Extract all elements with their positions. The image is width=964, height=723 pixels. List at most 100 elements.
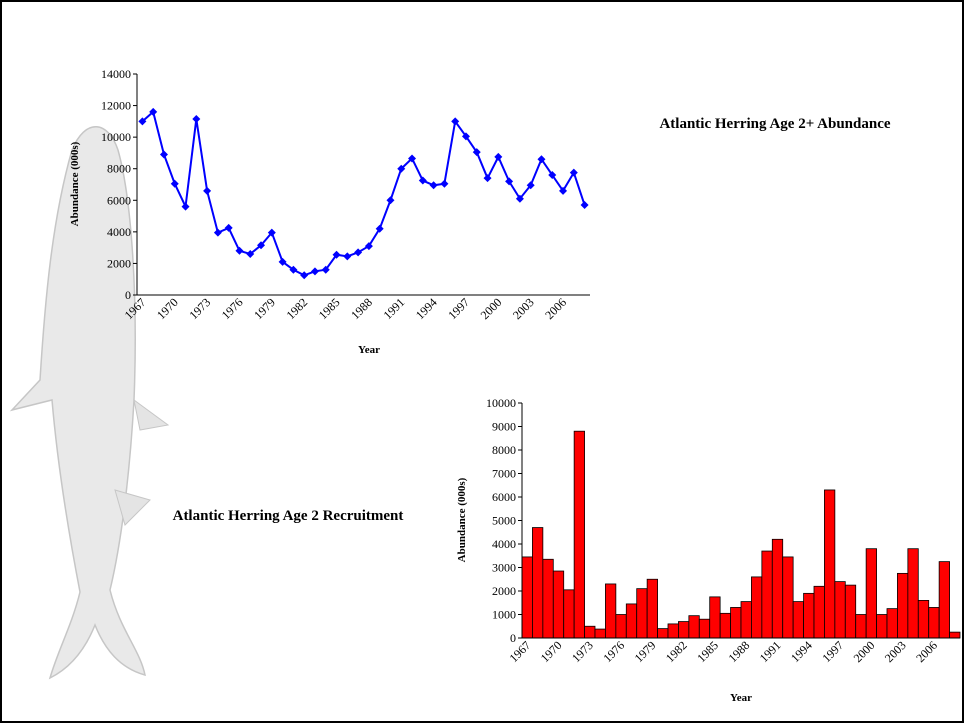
bar	[907, 548, 919, 639]
marker	[267, 228, 276, 237]
bar	[834, 581, 846, 639]
bar	[751, 576, 763, 639]
y-tick-label: 6000	[107, 193, 131, 207]
bar	[573, 430, 585, 639]
y-tick-label: 4000	[107, 225, 131, 239]
y-tick-label: 4000	[492, 537, 516, 551]
marker	[580, 201, 589, 210]
bar	[865, 548, 877, 639]
y-tick-label: 14000	[101, 67, 131, 81]
bar	[709, 596, 721, 639]
bar	[678, 621, 690, 639]
bar	[917, 600, 930, 639]
bar	[771, 538, 784, 639]
bar	[584, 625, 596, 639]
marker	[429, 181, 438, 190]
bar	[615, 614, 627, 639]
marker	[192, 114, 201, 123]
y-tick-label: 7000	[492, 467, 516, 481]
marker	[246, 249, 255, 258]
bar	[876, 614, 888, 639]
marker	[300, 271, 309, 280]
bar	[521, 556, 533, 639]
marker	[472, 148, 481, 157]
y-tick-label: 12000	[101, 99, 131, 113]
bar	[844, 584, 857, 639]
x-axis-title: Year	[730, 692, 752, 704]
marker	[278, 257, 287, 266]
marker	[138, 117, 147, 126]
y-tick-label: 8000	[107, 162, 131, 176]
bar	[625, 603, 638, 639]
marker	[235, 246, 244, 255]
y-tick-label: 10000	[486, 396, 516, 410]
bar	[542, 558, 554, 639]
bar	[605, 583, 617, 639]
y-tick-label: 9000	[492, 420, 516, 434]
bar	[688, 615, 700, 639]
marker	[213, 228, 222, 237]
marker	[451, 117, 460, 126]
marker	[332, 250, 341, 259]
bar	[855, 614, 867, 639]
marker	[343, 252, 352, 261]
bar	[698, 618, 711, 639]
marker	[257, 241, 266, 250]
bar	[594, 628, 606, 639]
bar	[813, 585, 825, 639]
bar	[897, 572, 909, 639]
marker	[224, 223, 233, 232]
y-tick-label: 0	[125, 288, 131, 302]
fish-illustration	[9, 126, 170, 680]
marker	[559, 186, 568, 195]
bar	[803, 592, 815, 639]
y-tick-label: 2000	[107, 256, 131, 270]
marker	[375, 224, 384, 233]
marker	[321, 265, 330, 274]
bar	[928, 607, 940, 639]
marker	[494, 152, 503, 161]
marker	[170, 179, 179, 188]
bar	[782, 556, 794, 639]
bar	[552, 570, 565, 639]
marker	[418, 176, 427, 185]
bar	[740, 601, 752, 639]
y-tick-label: 8000	[492, 443, 516, 457]
y-tick-label: 2000	[492, 584, 516, 598]
marker	[461, 132, 470, 141]
bar	[646, 578, 658, 639]
marker	[537, 155, 546, 164]
marker	[149, 107, 158, 116]
bar	[730, 607, 742, 639]
y-tick-label: 6000	[492, 490, 516, 504]
y-axis-title: Abundance (000s)	[456, 477, 468, 562]
marker	[354, 248, 363, 257]
marker	[364, 242, 373, 251]
bar	[792, 601, 804, 639]
marker	[408, 154, 417, 163]
marker	[159, 150, 168, 159]
y-axis-title: Abundance (000s)	[69, 141, 81, 226]
marker	[515, 194, 524, 203]
y-tick-label: 5000	[492, 514, 516, 528]
marker	[440, 179, 449, 188]
bar	[824, 489, 836, 639]
chart-title: Atlantic Herring Age 2 Recruitment	[173, 508, 404, 524]
marker	[181, 202, 190, 211]
marker	[386, 196, 395, 205]
y-tick-label: 1000	[492, 608, 516, 622]
chart-title: Atlantic Herring Age 2+ Abundance	[659, 116, 890, 132]
marker	[548, 171, 557, 180]
bar	[938, 561, 950, 639]
y-tick-label: 10000	[101, 130, 131, 144]
bar	[949, 631, 961, 639]
marker	[505, 177, 514, 186]
bar	[886, 608, 898, 639]
marker	[310, 267, 319, 276]
marker	[203, 186, 212, 195]
bar	[667, 623, 679, 639]
marker	[397, 164, 406, 173]
bar	[636, 588, 648, 639]
bar	[532, 527, 544, 639]
